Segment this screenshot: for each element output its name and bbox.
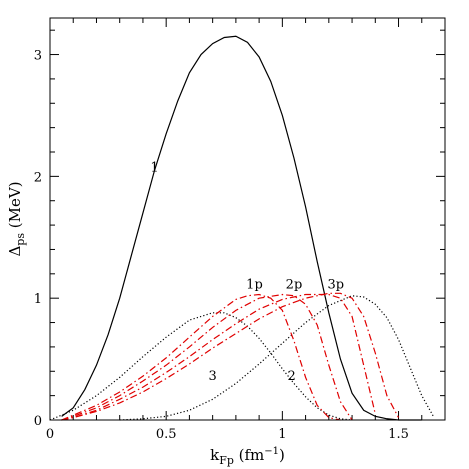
series-2-line	[49, 312, 353, 421]
plot-frame	[49, 17, 446, 421]
labels-layer: 1 2 3 1p 2p 3p	[150, 160, 344, 383]
series-3p-line	[61, 293, 376, 421]
x-tick-label: 1.5	[388, 427, 409, 442]
curve-label-1p: 1p	[246, 277, 263, 292]
y-tick-label: 3	[34, 49, 42, 64]
curve-label-2p: 2p	[286, 277, 303, 292]
x-tick-label: 0.5	[156, 427, 177, 442]
series-1p-line	[61, 293, 341, 421]
curve-label-2: 2	[288, 369, 296, 384]
series-unlabeled-6-line	[61, 292, 400, 421]
x-tick-label: 0	[46, 427, 54, 442]
y-tick-label: 0	[34, 414, 42, 429]
ticks-layer: 0 0.5 1 1.5 0 1 2 3	[34, 18, 446, 442]
x-axis-label: kFp (fm−1)	[210, 446, 285, 467]
y-axis-label: Δps (MeV)	[6, 181, 27, 256]
y-tick-label: 1	[34, 292, 42, 307]
curve-label-3p: 3p	[327, 277, 344, 292]
series-2p-line	[61, 293, 353, 421]
curve-label-1: 1	[150, 160, 158, 175]
x-tick-label: 1	[278, 427, 286, 442]
series-layer	[49, 35, 434, 421]
series-1-line	[61, 35, 422, 421]
y-tick-label: 2	[34, 170, 42, 185]
curve-label-3: 3	[209, 369, 217, 384]
series-3-line	[119, 295, 434, 421]
